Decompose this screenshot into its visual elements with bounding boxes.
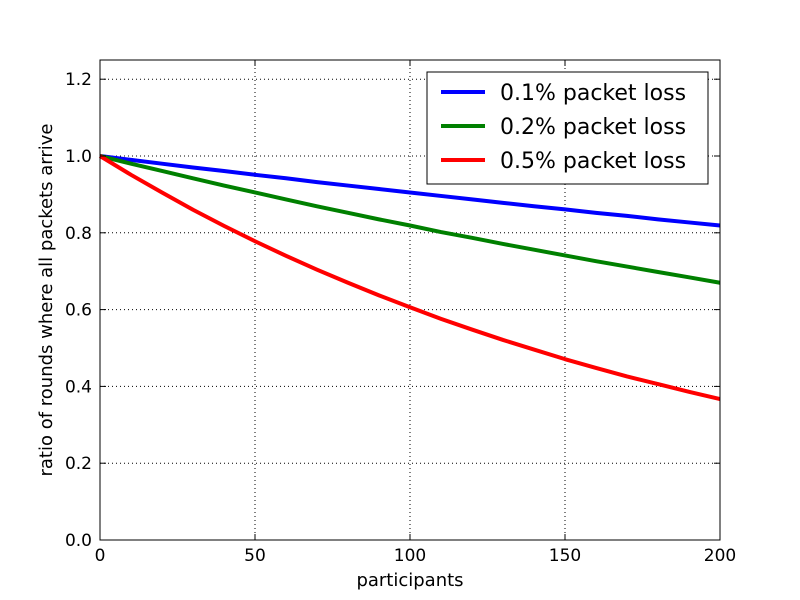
x-axis-label: participants [356, 570, 463, 591]
y-tick-label: 1.0 [65, 147, 92, 167]
y-tick-label: 0.0 [65, 531, 92, 551]
legend-label: 0.5% packet loss [500, 149, 686, 174]
y-axis-label: ratio of rounds where all packets arrive [36, 123, 57, 476]
axis-ticks: 0 50 100 150 200 0.0 0.2 0.4 0.6 0.8 1.0 1.2 [65, 60, 736, 566]
series-lines [98, 154, 721, 402]
x-tick-label: 200 [704, 546, 736, 566]
legend-label: 0.1% packet loss [500, 81, 686, 106]
legend-label: 0.2% packet loss [500, 115, 686, 140]
y-tick-label: 1.2 [65, 70, 92, 90]
x-tick-label: 150 [549, 546, 581, 566]
series-line [99, 154, 721, 285]
series-line [99, 154, 721, 228]
y-tick-label: 0.6 [65, 301, 92, 321]
y-tick-label: 0.2 [65, 454, 92, 474]
x-tick-label: 50 [244, 546, 266, 566]
x-tick-label: 0 [95, 546, 106, 566]
series-line [98, 154, 721, 402]
y-tick-label: 0.8 [65, 224, 92, 244]
x-tick-label: 100 [394, 546, 426, 566]
legend: 0.1% packet loss 0.2% packet loss 0.5% pac… [426, 71, 709, 185]
y-tick-label: 0.4 [65, 377, 92, 397]
